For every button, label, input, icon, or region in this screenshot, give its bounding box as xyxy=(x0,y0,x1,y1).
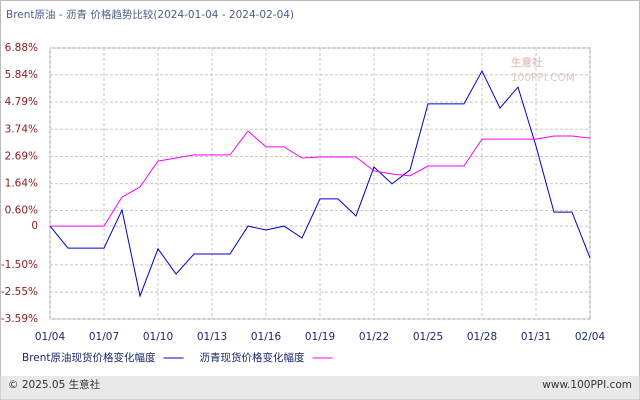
x-tick-label: 01/28 xyxy=(467,331,497,343)
x-tick-label: 01/22 xyxy=(359,331,389,343)
x-tick-label: 01/13 xyxy=(197,331,227,343)
x-tick-label: 01/07 xyxy=(89,331,119,343)
x-tick-label: 01/10 xyxy=(143,331,173,343)
legend-label: 沥青现货价格变化幅度 xyxy=(200,351,305,364)
series-line xyxy=(49,69,591,298)
x-tick-label: 01/16 xyxy=(251,331,282,343)
x-tick-label: 01/04 xyxy=(35,331,66,343)
legend-label: Brent原油现货价格变化幅度 xyxy=(22,351,156,364)
watermark-site: 100PPI.COM xyxy=(511,72,575,84)
x-tick-label: 02/04 xyxy=(575,331,606,343)
y-tick-label: 0 xyxy=(31,220,38,232)
footer-bar xyxy=(0,376,640,400)
y-tick-label: 0.60% xyxy=(5,205,38,217)
y-tick-label: -2.55% xyxy=(1,286,38,298)
series-line xyxy=(50,130,591,227)
y-tick-label: -1.50% xyxy=(1,259,38,271)
y-tick-label: 4.79% xyxy=(5,96,38,108)
y-tick-label: 2.69% xyxy=(5,150,38,162)
footer-site: www.100PPI.com xyxy=(542,379,632,391)
watermark-name: 生意社 xyxy=(511,56,543,69)
x-tick-label: 01/19 xyxy=(305,331,335,343)
y-tick-label: 3.74% xyxy=(5,123,38,135)
y-tick-label: 1.64% xyxy=(5,178,38,190)
y-tick-label: -3.59% xyxy=(1,313,38,325)
chart-title: Brent原油 - 沥青 价格趋势比较(2024-01-04 - 2024-02… xyxy=(6,8,294,21)
y-tick-label: 5.84% xyxy=(5,69,38,81)
x-tick-label: 01/25 xyxy=(413,331,443,343)
y-tick-label: 6.88% xyxy=(5,42,38,54)
footer-copyright: © 2025.05 生意社 xyxy=(8,378,101,391)
x-tick-label: 01/31 xyxy=(521,331,551,343)
